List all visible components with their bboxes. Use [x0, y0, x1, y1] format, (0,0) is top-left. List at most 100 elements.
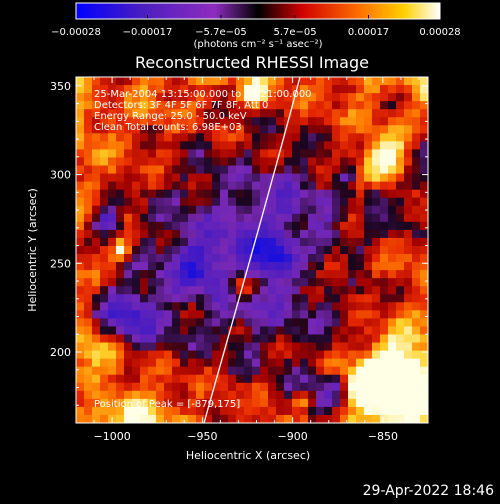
heatmap-cell [260, 414, 269, 423]
heatmap-cell [244, 77, 253, 86]
heatmap-cell [412, 358, 421, 368]
heatmap-cell [356, 77, 365, 86]
heatmap-cell [140, 125, 149, 134]
heatmap-cell [372, 181, 381, 191]
heatmap-cell [188, 302, 197, 311]
heatmap-cell [172, 157, 181, 167]
heatmap-cell [212, 85, 221, 94]
heatmap-cell [196, 254, 205, 263]
heatmap-cell [332, 93, 341, 102]
heatmap-cell [228, 125, 237, 134]
heatmap-cell [92, 318, 101, 328]
heatmap-cell [332, 101, 341, 110]
heatmap-cell [124, 245, 133, 255]
heatmap-cell [196, 245, 205, 255]
heatmap-cell [84, 270, 93, 279]
heatmap-cell [340, 149, 349, 159]
heatmap-cell [116, 374, 125, 384]
heatmap-cell [124, 406, 133, 416]
heatmap-cell [92, 390, 101, 400]
heatmap-cell [164, 254, 173, 263]
heatmap-cell [132, 197, 141, 207]
heatmap-cell [228, 165, 237, 175]
heatmap-cell [308, 133, 317, 142]
heatmap-cell [396, 342, 405, 352]
colorbar-ticks: −0.00028 −0.00017 −5.7e−05 5.7e−05 0.00017 0.… [51, 2, 461, 38]
heatmap-cell [388, 390, 397, 400]
heatmap-cell [228, 205, 237, 215]
heatmap-cell [364, 165, 373, 175]
heatmap-cell [340, 237, 349, 247]
heatmap-cell [388, 237, 397, 247]
heatmap-cell [284, 326, 293, 336]
heatmap-cell [196, 181, 205, 191]
heatmap-cell [356, 125, 365, 134]
heatmap-cell [92, 229, 101, 239]
heatmap-cell [276, 302, 285, 311]
heatmap-cell [388, 350, 397, 360]
heatmap-cell [308, 237, 317, 247]
heatmap-cell [332, 310, 341, 319]
heatmap-cell [180, 85, 189, 94]
heatmap-cell [300, 189, 309, 199]
heatmap-cell [316, 77, 325, 86]
heatmap-cell [332, 205, 341, 215]
heatmap-cell [316, 181, 325, 191]
heatmap-cell [116, 189, 125, 199]
heatmap-cell [380, 109, 389, 118]
heatmap-cell [332, 350, 341, 360]
heatmap-cell [252, 229, 261, 239]
heatmap-cell [348, 213, 357, 223]
heatmap-cell [396, 173, 405, 183]
heatmap-cell [196, 229, 205, 239]
heatmap-cell [220, 382, 229, 392]
heatmap-cell [268, 93, 277, 102]
heatmap-cell [276, 245, 285, 255]
heatmap-cell [236, 262, 245, 271]
heatmap-cell [140, 149, 149, 159]
heatmap-cell [124, 197, 133, 207]
heatmap-cell [180, 358, 189, 368]
heatmap-cell [84, 165, 93, 175]
heatmap-cell [172, 254, 181, 263]
heatmap-cell [196, 270, 205, 279]
heatmap-cell [268, 334, 277, 344]
heatmap-cell [388, 318, 397, 328]
heatmap-cell [268, 157, 277, 167]
heatmap-cell [140, 334, 149, 344]
heatmap-cell [180, 398, 189, 408]
heatmap-cell [348, 245, 357, 255]
heatmap-cell [420, 318, 428, 328]
heatmap-cell [76, 366, 85, 376]
heatmap-cell [220, 149, 229, 159]
heatmap-cell [300, 205, 309, 215]
heatmap-cell [380, 77, 389, 86]
heatmap-cell [148, 173, 157, 183]
heatmap-cell [308, 278, 317, 287]
heatmap-cell [292, 157, 301, 167]
heatmap-cell [268, 414, 277, 423]
heatmap-cell [260, 141, 269, 151]
heatmap-cell [228, 77, 237, 86]
heatmap-cell [308, 189, 317, 199]
heatmap-cell [92, 334, 101, 344]
heatmap-cell [124, 366, 133, 376]
heatmap-cell [180, 109, 189, 118]
heatmap-cell [76, 262, 85, 271]
heatmap-cell [380, 382, 389, 392]
heatmap-cell [140, 302, 149, 311]
heatmap-cell [124, 213, 133, 223]
heatmap-cell [324, 414, 333, 423]
heatmap-cell [156, 237, 165, 247]
heatmap-cell [92, 406, 101, 416]
heatmap-cell [116, 366, 125, 376]
heatmap-cell [172, 197, 181, 207]
heatmap-cell [156, 205, 165, 215]
heatmap-cell [228, 213, 237, 223]
heatmap-cell [244, 205, 253, 215]
heatmap-cell [300, 93, 309, 102]
heatmap-cell [316, 85, 325, 94]
heatmap-cell [204, 85, 213, 94]
heatmap-cell [156, 286, 165, 295]
heatmap-cell [172, 350, 181, 360]
